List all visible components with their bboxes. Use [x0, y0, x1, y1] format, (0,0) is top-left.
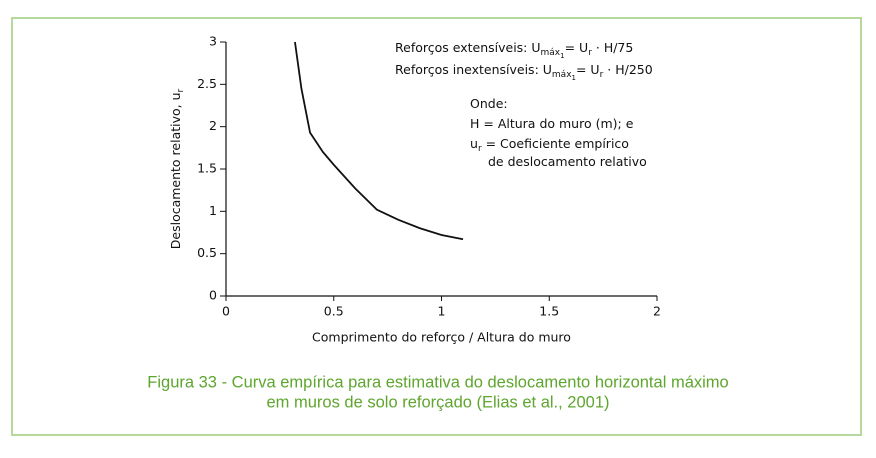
- caption: em muros de solo reforçado (Elias et al.…: [267, 393, 610, 411]
- y-tick-label: 2.5: [197, 76, 217, 91]
- y-tick-label: 3: [209, 34, 217, 49]
- text-run: r: [588, 48, 592, 58]
- text-run: = U: [565, 40, 589, 55]
- text-run: 1: [560, 52, 564, 60]
- text-run: Deslocamento relativo, u: [168, 92, 183, 249]
- y-tick-label: 1.5: [197, 161, 217, 176]
- caption: Figura 33 - Curva empírica para estimati…: [147, 373, 728, 391]
- x-tick-label: 0: [222, 304, 230, 319]
- x-tick-label: 1: [438, 304, 446, 319]
- annotation: de deslocamento relativo: [488, 154, 647, 169]
- text-run: r: [478, 144, 482, 154]
- text-run: Reforços inextensíveis: U: [395, 62, 552, 77]
- text-run: u: [470, 136, 478, 151]
- annotation: ur = Coeficiente empírico: [470, 136, 629, 154]
- text-run: máx: [541, 48, 561, 58]
- text-run: H = Altura do muro (m); e: [470, 116, 634, 131]
- curve: [294, 41, 464, 241]
- text-run: · H/75: [592, 40, 633, 55]
- annotation: Reforços inextensíveis: Umáx1= Ur · H/25…: [395, 62, 653, 83]
- y-tick-label: 2: [209, 118, 217, 133]
- y-tick-label: 0: [209, 288, 217, 303]
- y-axis-label: Deslocamento relativo, ur: [168, 88, 186, 249]
- text-run: Onde:: [470, 96, 508, 111]
- text-run: máx: [552, 70, 572, 80]
- annotation: Reforços extensíveis: Umáx1= Ur · H/75: [395, 40, 633, 61]
- annotation: H = Altura do muro (m); e: [470, 116, 634, 131]
- y-tick-label: 1: [209, 203, 217, 218]
- frame: [11, 17, 862, 436]
- y-tick-label: 0.5: [197, 245, 217, 260]
- text-run: 1: [572, 74, 576, 82]
- text-run: Reforços extensíveis: U: [395, 40, 541, 55]
- text-run: = U: [576, 62, 600, 77]
- text-run: de deslocamento relativo: [488, 154, 647, 169]
- text-run: r: [176, 88, 186, 92]
- x-tick-label: 0.5: [324, 304, 344, 319]
- annotation: Onde:: [470, 96, 508, 111]
- text-run: · H/250: [603, 62, 652, 77]
- x-axis-label: Comprimento do reforço / Altura do muro: [312, 330, 571, 345]
- text-run: r: [600, 70, 604, 80]
- text-run: = Coeficiente empírico: [482, 136, 629, 151]
- x-tick-label: 2: [653, 304, 661, 319]
- x-tick-label: 1.5: [539, 304, 559, 319]
